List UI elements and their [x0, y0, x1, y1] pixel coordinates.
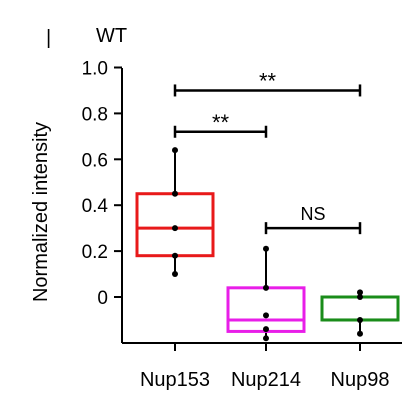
data-point: [172, 252, 178, 259]
data-point: [263, 284, 269, 291]
data-point: [263, 335, 269, 342]
x-tick-label: Nup153: [140, 369, 210, 391]
y-axis-ticks: 1.0 0.8 0.6 0.4 0.2 0: [82, 59, 122, 309]
panel-mark: |: [46, 27, 51, 49]
significance-bracket: **: [173, 110, 268, 138]
data-point: [172, 147, 178, 154]
significance-label: NS: [300, 204, 325, 224]
box-body: [226, 286, 306, 333]
data-point: [357, 316, 363, 323]
y-tick-label: 0: [97, 288, 108, 309]
y-tick-label: 0.4: [82, 196, 109, 217]
data-point: [172, 190, 178, 197]
y-tick-label: 0.8: [82, 104, 108, 125]
significance-bracket: NS: [264, 204, 362, 235]
box-body: [135, 192, 215, 258]
significance-label: **: [212, 110, 230, 135]
y-axis-label: Normalized intensity: [30, 122, 52, 302]
data-point: [263, 326, 269, 333]
box-body: [320, 295, 400, 322]
x-axis-ticks: Nup153 Nup214 Nup98: [140, 343, 390, 391]
box-nup98: [320, 289, 400, 337]
significance-label: **: [259, 68, 277, 93]
chart-title: WT: [96, 25, 127, 47]
significance-bracket: **: [173, 68, 362, 97]
y-tick-label: 0.6: [82, 150, 108, 171]
data-point: [263, 245, 269, 252]
data-point: [263, 312, 269, 319]
box-nup214: [226, 245, 306, 342]
data-point: [357, 330, 363, 337]
data-point: [172, 271, 178, 278]
x-tick-label: Nup214: [231, 369, 301, 391]
data-point: [172, 225, 178, 232]
data-point: [357, 289, 363, 296]
y-tick-label: 1.0: [82, 59, 108, 80]
y-tick-label: 0.2: [82, 242, 108, 263]
data-point: [357, 294, 363, 300]
boxes: [135, 147, 400, 342]
x-tick-label: Nup98: [331, 369, 390, 391]
significance-annotations: ** ** NS: [173, 68, 362, 235]
box-nup153: [135, 147, 215, 278]
